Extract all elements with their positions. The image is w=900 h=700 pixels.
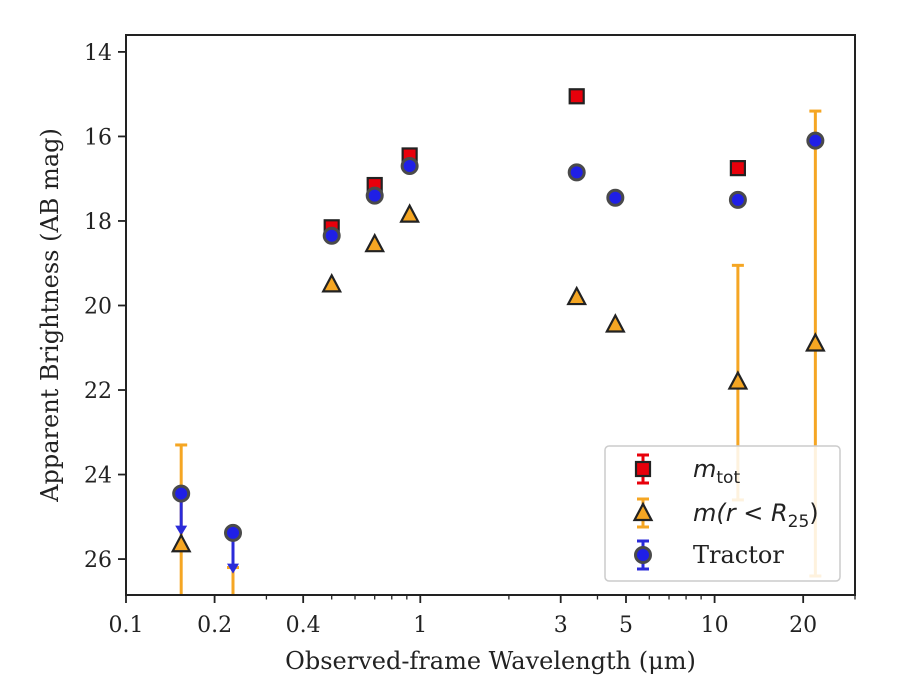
legend-label-main: m [693, 455, 716, 483]
mr25-point [727, 370, 749, 390]
legend-item-mr25: m(r < R25) [632, 497, 819, 532]
mtot-point [568, 88, 585, 105]
x-tick-label: 0.1 [109, 613, 144, 638]
y-tick-label: 24 [84, 464, 112, 489]
legend-marker-mr25 [632, 501, 654, 522]
legend-label-main: m(r < R [693, 499, 788, 527]
y-tick-label: 22 [84, 379, 112, 404]
mr25-point [605, 313, 626, 333]
y-tick-label: 26 [84, 548, 112, 573]
tractor-point [365, 186, 384, 205]
legend-label-mr25: m(r < R25) [693, 499, 819, 532]
legend-marker-tractor [634, 546, 652, 564]
limit-arrow-head [227, 563, 240, 574]
y-axis-title: Apparent Brightness (AB mag) [36, 128, 64, 503]
limit-arrow-head [175, 525, 188, 536]
legend-item-tractor: Tractor [634, 539, 784, 571]
legend-label-tractor: Tractor [693, 541, 784, 569]
mr25-point [321, 273, 343, 293]
legend-item-mtot: mtot [634, 453, 740, 488]
mr25-point [364, 232, 386, 253]
mr25-point [805, 332, 826, 352]
tractor-point [224, 523, 243, 542]
tractor-point [322, 226, 341, 245]
tractor-point [567, 163, 586, 182]
legend: mtot m(r < R25) Tractor [604, 445, 841, 582]
legend-label-suffix: ) [809, 499, 818, 527]
legend-marker-mtot [634, 460, 652, 478]
tractor-point [728, 190, 747, 209]
axes-frame [125, 34, 856, 596]
legend-box [604, 445, 841, 582]
legend-label-mtot: mtot [693, 455, 740, 488]
x-tick-label: 0.4 [286, 613, 321, 638]
tractor-point [172, 484, 191, 503]
x-tick-label: 5 [619, 613, 633, 638]
x-axis-title: Observed-frame Wavelength (μm) [285, 647, 696, 675]
tractor-point [606, 188, 625, 207]
tractor-point [400, 157, 419, 176]
legend-label-subscript: 25 [788, 512, 810, 532]
mr25-point [566, 285, 588, 306]
mr25-point [399, 203, 420, 223]
x-tick-label: 20 [789, 613, 817, 638]
y-tick-label: 20 [84, 294, 112, 319]
x-tick-label: 0.2 [197, 613, 232, 638]
y-tick-label: 14 [84, 41, 112, 66]
tractor-point [806, 131, 825, 150]
x-tick-label: 1 [413, 613, 427, 638]
x-tick-label: 3 [554, 613, 568, 638]
mtot-point [729, 160, 746, 177]
x-tick-label: 10 [701, 613, 729, 638]
mr25-point [170, 532, 192, 553]
y-tick-label: 16 [84, 125, 112, 150]
axes: 0.1 0.2 0.4 1 3 5 10 20 14 16 18 20 22 24 26 [84, 34, 856, 638]
legend-label-subscript: tot [716, 468, 740, 488]
y-tick-label: 18 [84, 210, 112, 235]
